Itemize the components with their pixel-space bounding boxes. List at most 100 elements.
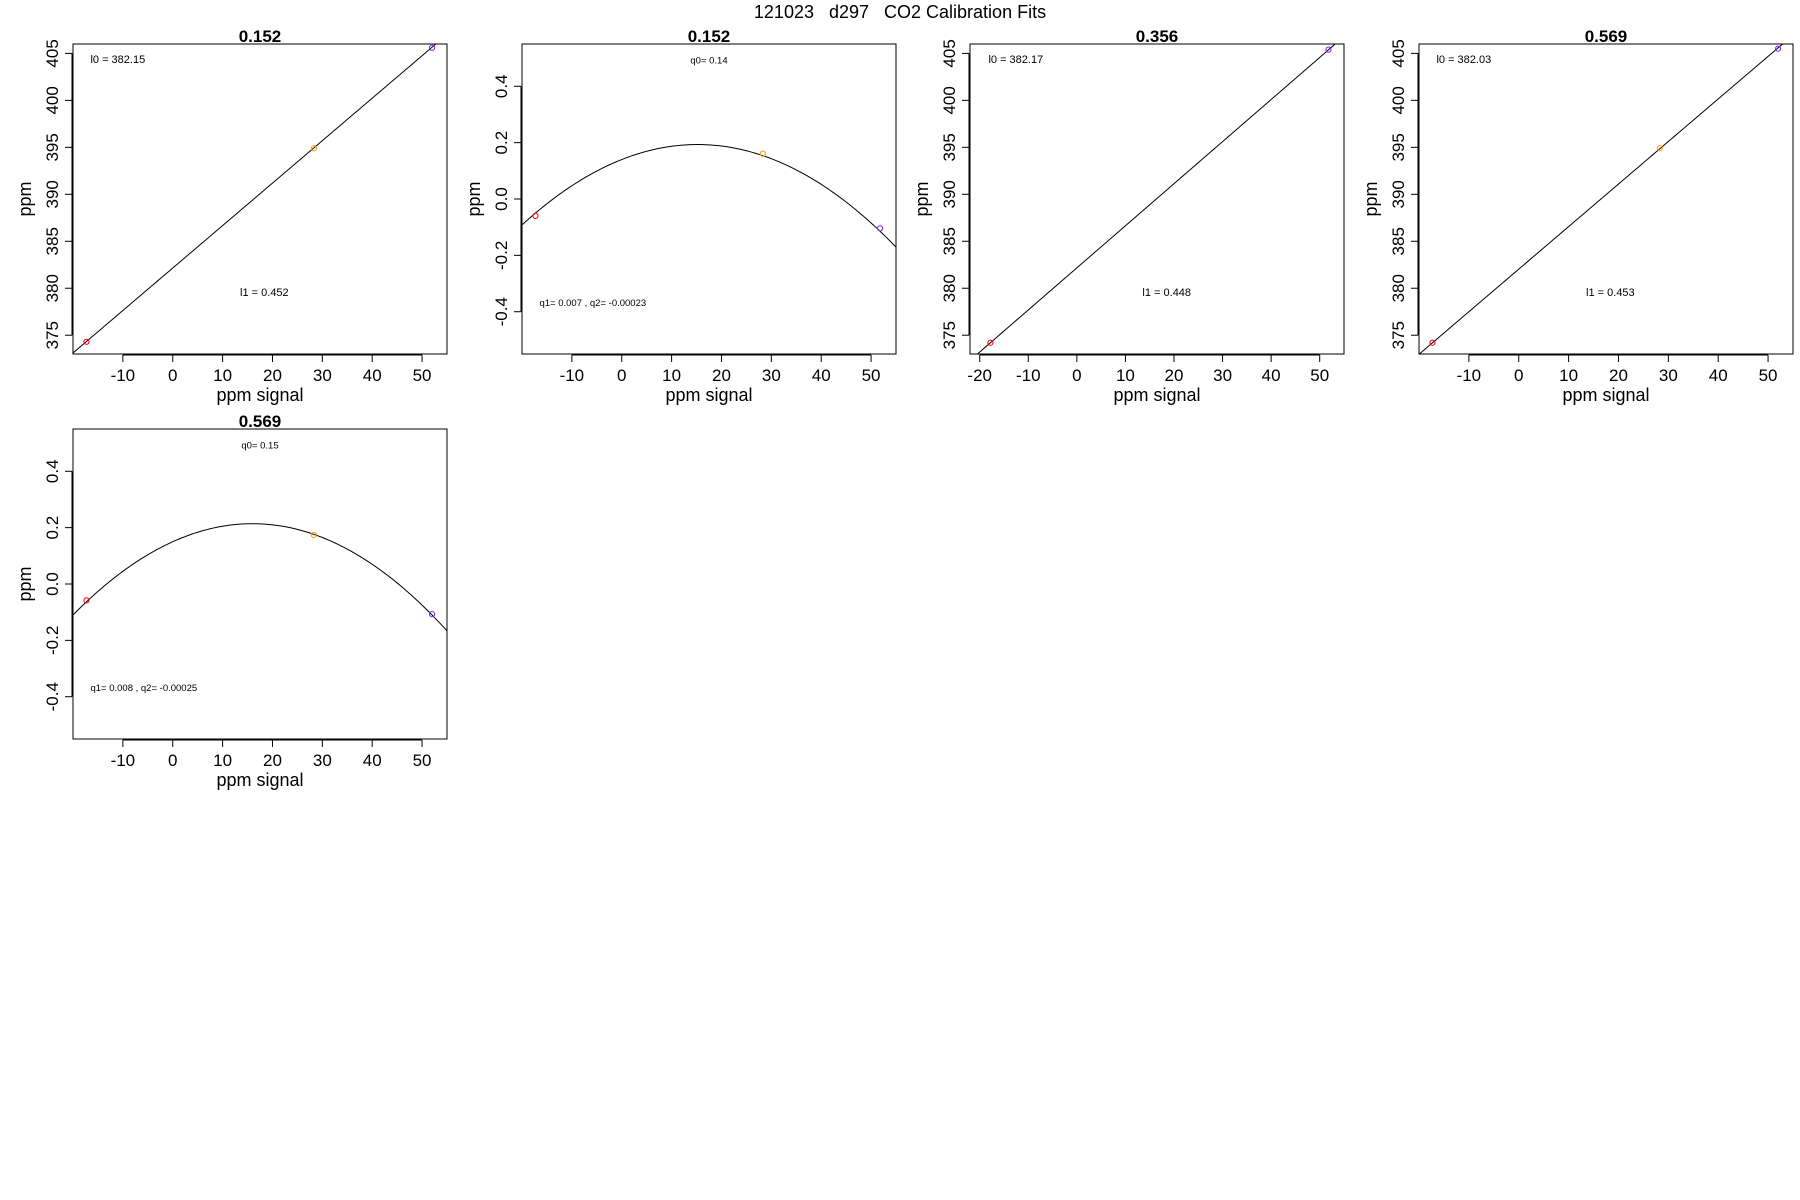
x-tick-label: 10 [213,751,232,770]
plot-frame [1418,43,1794,355]
x-axis-label: ppm signal [216,385,303,405]
y-axis-label: ppm [464,181,484,216]
y-tick-label: 380 [940,274,959,302]
x-tick-label: 50 [1759,366,1778,385]
x-tick-label: 10 [662,366,681,385]
chart-panel-3: 0.356 -20 -10 0 10 20 30 40 50 ppm signal 375 380 38… [912,27,1345,405]
data-point [428,44,436,51]
y-tick-label: -0.4 [43,682,62,711]
x-axis-label: ppm signal [1113,385,1200,405]
panel-title: 0.356 [1136,27,1179,46]
plot-frame [72,428,448,740]
x-axis: -10 0 10 20 30 40 50 ppm signal [111,739,432,790]
y-tick-label: 385 [43,227,62,255]
y-axis: 375 380 385 390 395 400 405 ppm [15,39,73,349]
y-tick-label: 395 [940,133,959,161]
x-axis: -20 -10 0 10 20 30 40 50 ppm signal [967,354,1329,405]
y-tick-label: 0.4 [43,459,62,483]
x-tick-label: 40 [1262,366,1281,385]
x-axis: -10 0 10 20 30 40 50 ppm signal [560,354,881,405]
plot-frame [969,43,1345,355]
y-axis-label: ppm [912,181,932,216]
y-tick-label: 375 [1389,321,1408,349]
fit-line [522,144,896,248]
x-tick-label: 20 [1609,366,1628,385]
data-point [1325,46,1332,53]
y-axis: -0.4 -0.2 0.0 0.2 0.4 ppm [15,459,73,711]
y-tick-label: 390 [1389,180,1408,208]
x-tick-label: -10 [560,366,585,385]
y-tick-label: -0.2 [492,241,511,270]
y-axis-label: ppm [1361,181,1381,216]
x-tick-label: 0 [168,751,177,770]
x-tick-label: 50 [413,751,432,770]
y-axis: 375 380 385 390 395 400 405 ppm [1361,39,1419,349]
y-axis: 375 380 385 390 395 400 405 ppm [912,39,970,349]
plot-frame [521,43,897,355]
data-point [1429,339,1436,346]
chart-panel-2: 0.152 -10 0 10 20 30 40 50 ppm signal -0.4 -0.2 0.0… [464,27,897,405]
x-tick-label: 10 [213,366,232,385]
y-tick-label: 385 [940,227,959,255]
x-tick-label: 40 [812,366,831,385]
y-tick-label: 375 [940,321,959,349]
annotation: q0= 0.14 [690,56,727,67]
chart-panel-5: 0.569 -10 0 10 20 30 40 50 ppm signal -0.4 -0.2 0.0… [15,412,448,790]
y-tick-label: 380 [1389,274,1408,302]
figure-title: 121023 d297 CO2 Calibration Fits [753,2,1047,22]
x-axis: -10 0 10 20 30 40 50 ppm signal [1457,354,1778,405]
x-tick-label: 10 [1116,366,1135,385]
annotation: l1 = 0.448 [1142,287,1191,299]
y-tick-label: 400 [940,86,959,114]
x-axis-label: ppm signal [665,385,752,405]
x-tick-label: 20 [1165,366,1184,385]
x-tick-label: 20 [712,366,731,385]
x-tick-label: 20 [263,366,282,385]
panel-title: 0.569 [1585,27,1628,46]
x-tick-label: 30 [313,366,332,385]
data-point [876,225,884,232]
x-tick-label: 10 [1559,366,1578,385]
annotation: l0 = 382.17 [988,54,1043,66]
y-tick-label: 400 [43,86,62,114]
panel-title: 0.152 [688,27,731,46]
x-axis-label: ppm signal [216,770,303,790]
annotation: l1 = 0.453 [1586,287,1635,299]
data-point [83,338,90,345]
x-tick-label: 0 [168,366,177,385]
x-tick-label: 20 [263,751,282,770]
y-tick-label: 395 [1389,133,1408,161]
panel-title: 0.152 [239,27,282,46]
y-tick-label: 380 [43,274,62,302]
x-tick-label: 30 [313,751,332,770]
x-tick-label: 40 [1709,366,1728,385]
data-point [1774,45,1782,52]
data-point [310,145,317,152]
y-axis-label: ppm [15,566,35,601]
fit-line [976,44,1336,354]
x-tick-label: 50 [862,366,881,385]
y-tick-label: 390 [940,180,959,208]
y-tick-label: 375 [43,321,62,349]
y-tick-label: 405 [43,39,62,67]
annotation: l1 = 0.452 [240,287,289,299]
x-tick-label: -20 [967,366,992,385]
x-tick-label: 0 [617,366,626,385]
fit-line [1419,44,1784,354]
data-point [987,339,994,346]
y-tick-label: 405 [940,39,959,67]
plot-frame [72,43,448,355]
data-point [532,212,539,220]
x-tick-label: -10 [111,366,136,385]
annotation: q1= 0.008 , q2= -0.00025 [90,683,197,694]
y-tick-label: 400 [1389,86,1408,114]
x-tick-label: 30 [1213,366,1232,385]
x-tick-label: 0 [1514,366,1523,385]
y-tick-label: 0.4 [492,74,511,98]
data-point [310,531,317,539]
annotation: l0 = 382.15 [90,54,145,66]
x-tick-label: 40 [363,751,382,770]
fit-line [73,44,437,354]
annotation: q0= 0.15 [241,441,278,452]
annotation: l0 = 382.03 [1436,54,1491,66]
